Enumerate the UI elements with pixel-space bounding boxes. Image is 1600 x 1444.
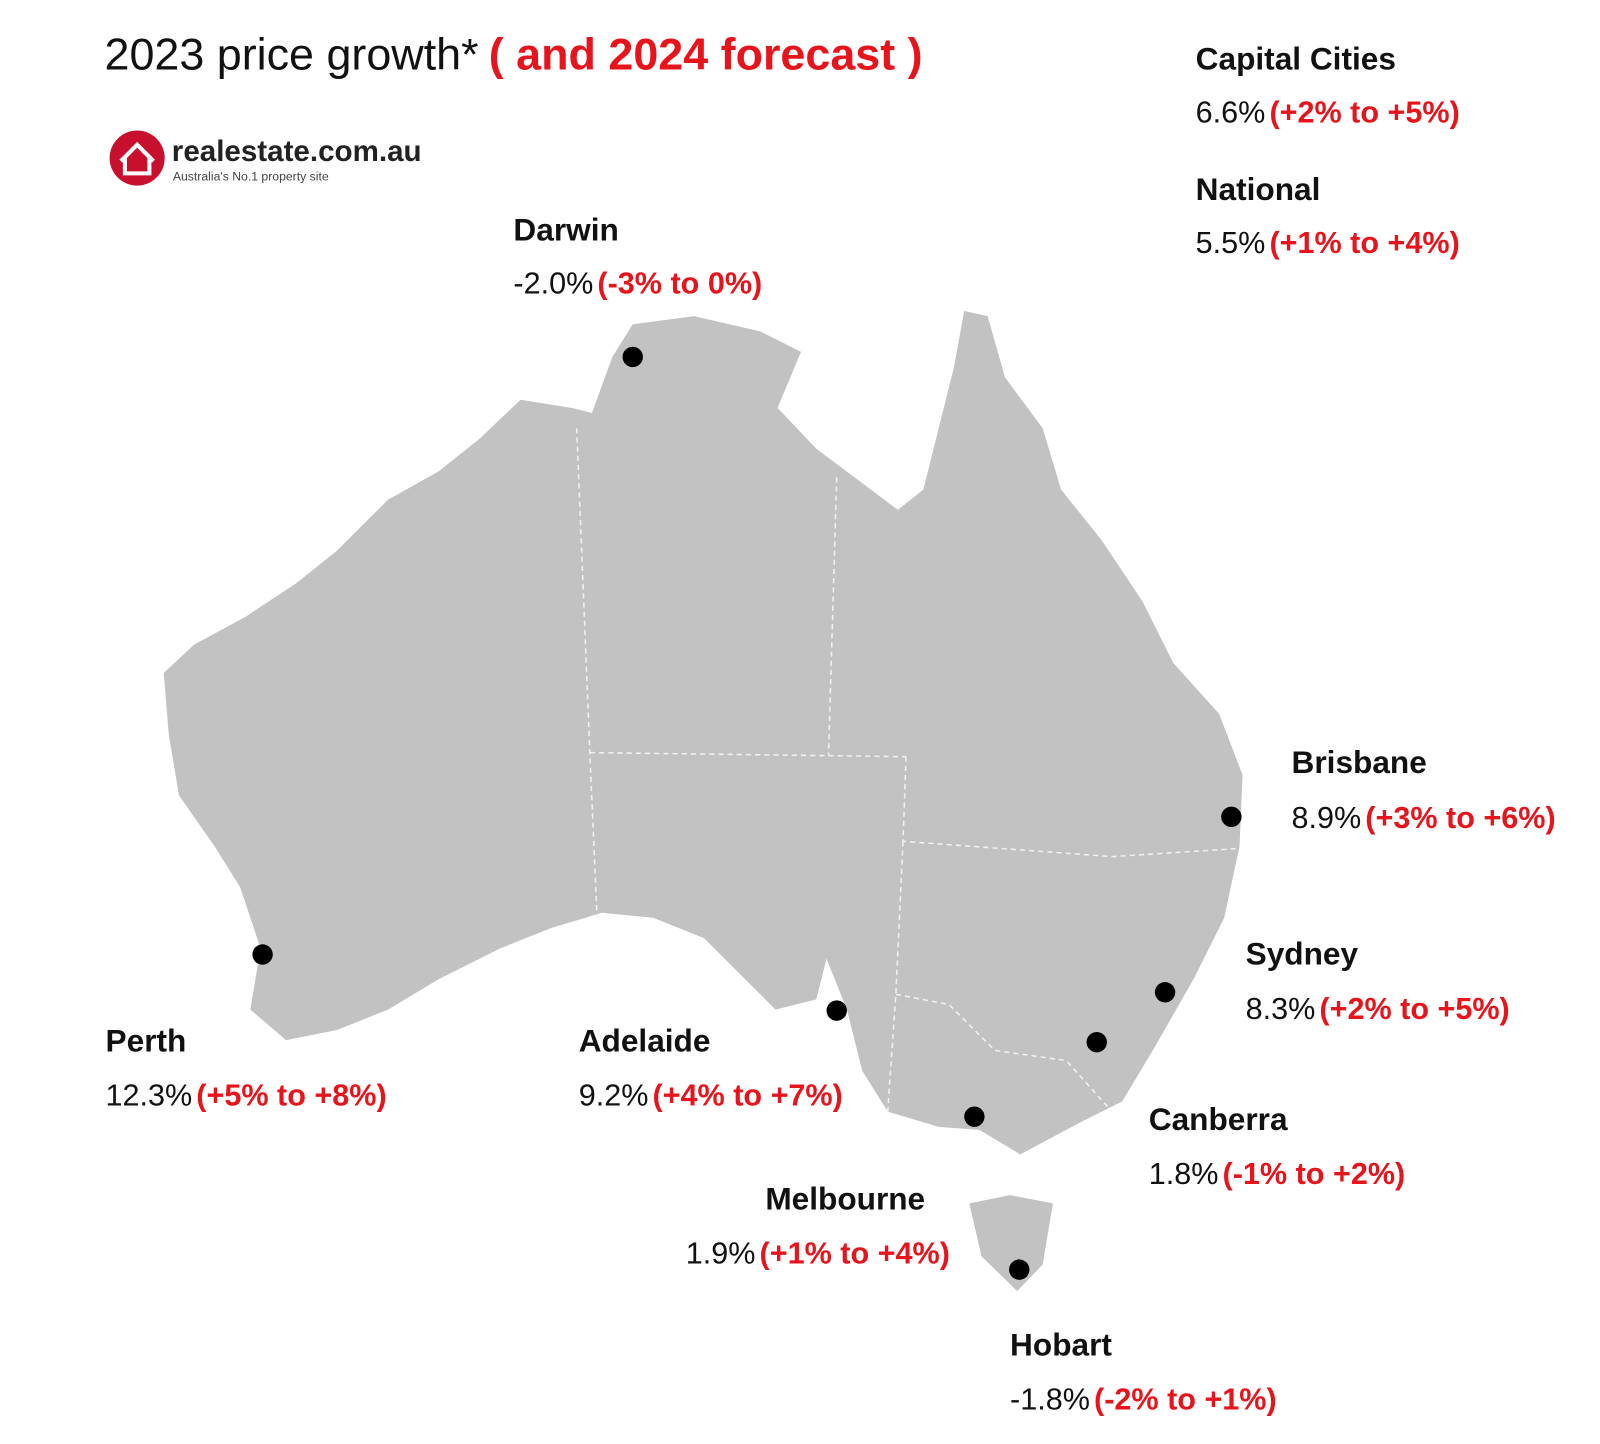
growth: 6.6% — [1196, 95, 1266, 129]
city-values: -2.0% (-3% to 0%) — [513, 267, 762, 301]
forecast: (+2% to +5%) — [1269, 95, 1459, 129]
city-values: 8.9% (+3% to +6%) — [1292, 801, 1556, 835]
growth: 12.3% — [106, 1078, 193, 1112]
city-dot — [964, 1106, 985, 1127]
state-border — [902, 756, 1240, 858]
forecast: (+1% to +4%) — [1269, 226, 1459, 260]
growth: 1.9% — [686, 1236, 756, 1270]
summary-name: Capital Cities — [1196, 40, 1396, 76]
city-name: Melbourne — [765, 1180, 925, 1216]
logo-tagline: Australia's No.1 property site — [173, 169, 329, 183]
summary-name: National — [1196, 171, 1321, 207]
city-dot — [1086, 1032, 1107, 1053]
state-border — [886, 841, 904, 1112]
growth: -2.0% — [513, 267, 593, 301]
city-dot — [622, 346, 643, 368]
city-dot — [826, 1000, 847, 1021]
growth: 8.3% — [1246, 992, 1316, 1026]
title: 2023 price growth*( and 2024 forecast ) — [105, 28, 923, 79]
city-dot — [1009, 1259, 1030, 1280]
map — [163, 311, 1243, 1292]
title-main: 2023 price growth* — [105, 28, 479, 79]
city-dot — [252, 944, 273, 965]
growth: -1.8% — [1010, 1382, 1090, 1416]
logo-house — [119, 141, 155, 176]
city-name: Adelaide — [579, 1022, 711, 1058]
city-values: 8.3% (+2% to +5%) — [1246, 992, 1510, 1026]
title-highlight: ( and 2024 forecast ) — [489, 28, 923, 79]
city-name: Canberra — [1149, 1101, 1288, 1137]
forecast: (+5% to +8%) — [196, 1078, 386, 1112]
state-border — [589, 751, 907, 758]
logo: realestate.com.au Australia's No.1 prope… — [109, 130, 422, 186]
city-name: Darwin — [513, 212, 618, 248]
growth: 1.8% — [1149, 1157, 1219, 1191]
forecast: (+4% to +7%) — [652, 1078, 842, 1112]
city-name: Hobart — [1010, 1326, 1112, 1362]
city-values: 1.9% (+1% to +4%) — [686, 1236, 950, 1270]
city-name: Brisbane — [1292, 744, 1427, 780]
city-labels: Darwin -2.0% (-3% to 0%) Brisbane 8.9% (+3% t… — [106, 212, 1556, 1417]
forecast: (+1% to +4%) — [760, 1236, 950, 1270]
city-values: 9.2% (+4% to +7%) — [579, 1078, 843, 1112]
city-values: 1.8% (-1% to +2%) — [1149, 1157, 1405, 1191]
tasmania — [969, 1195, 1053, 1292]
forecast: (-1% to +2%) — [1223, 1157, 1406, 1191]
city-values: -1.8% (-2% to +1%) — [1010, 1382, 1277, 1416]
growth: 9.2% — [579, 1078, 649, 1112]
logo-badge — [109, 130, 165, 186]
state-border — [827, 477, 838, 755]
mainland — [163, 311, 1243, 1155]
city-name: Perth — [106, 1022, 187, 1058]
city-dot — [1221, 806, 1242, 828]
growth: 5.5% — [1196, 226, 1266, 260]
forecast: (+2% to +5%) — [1319, 992, 1509, 1026]
forecast: (+3% to +6%) — [1365, 801, 1555, 835]
summary-values: 5.5% (+1% to +4%) — [1196, 226, 1460, 260]
growth: 8.9% — [1292, 801, 1362, 835]
logo-name: realestate.com.au — [172, 135, 422, 168]
state-border — [895, 993, 1113, 1113]
city-name: Sydney — [1246, 936, 1359, 972]
forecast: (-3% to 0%) — [597, 267, 762, 301]
city-values: 12.3% (+5% to +8%) — [106, 1078, 387, 1112]
forecast: (-2% to +1%) — [1094, 1382, 1277, 1416]
state-border — [575, 428, 598, 918]
city-dot — [1154, 982, 1176, 1003]
summary-values: 6.6% (+2% to +5%) — [1196, 95, 1460, 129]
